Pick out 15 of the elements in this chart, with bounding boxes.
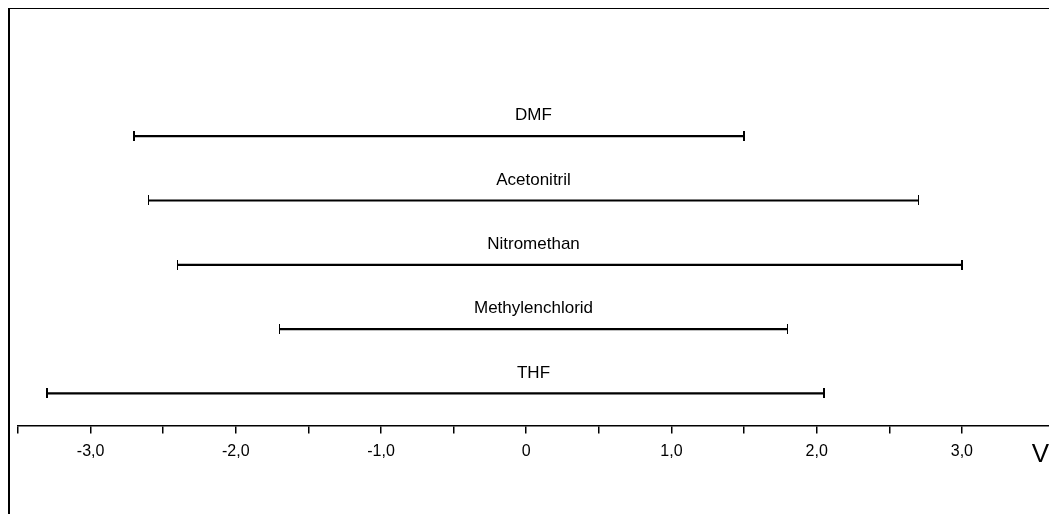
x-tick-label: 2,0	[805, 441, 828, 459]
x-tick-label: -2,0	[222, 441, 250, 459]
bar	[148, 199, 919, 202]
y-tick-label: DMF	[515, 105, 552, 125]
bar	[279, 328, 788, 331]
y-tick-label: Nitromethan	[487, 233, 580, 253]
y-tick-label: Methylenchlorid	[473, 298, 594, 318]
x-tick-label: 0	[521, 441, 531, 459]
y-tick-label: THF	[516, 362, 551, 382]
x-tick-label: -1,0	[367, 441, 395, 459]
x-tick-label: 3,0	[950, 441, 974, 459]
x-tick-label: 1,0	[660, 441, 683, 459]
x-tick-label: -3,0	[76, 441, 105, 459]
x-axis-title: V	[1031, 437, 1050, 468]
y-tick-label: Acetonitril	[496, 169, 571, 189]
